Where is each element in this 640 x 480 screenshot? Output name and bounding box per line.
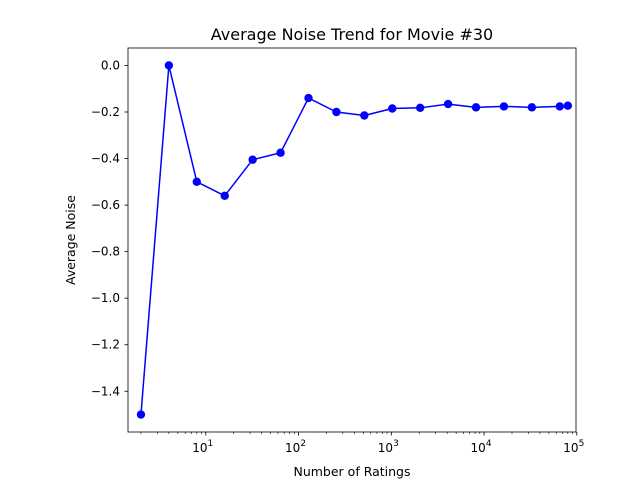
data-point xyxy=(443,99,453,109)
data-point xyxy=(332,107,341,117)
y-tick-label: −1.0 xyxy=(91,291,120,305)
data-point xyxy=(192,177,201,187)
y-tick-label: −1.4 xyxy=(91,384,120,398)
chart-title: Average Noise Trend for Movie #30 xyxy=(211,25,493,44)
data-point xyxy=(563,101,573,110)
y-tick-label: −0.4 xyxy=(91,152,120,166)
y-axis-label: Average Noise xyxy=(63,195,78,285)
data-point xyxy=(471,103,481,112)
y-tick-label: 0.0 xyxy=(101,58,120,72)
data-point xyxy=(248,155,257,164)
data-point xyxy=(304,93,313,103)
y-tick-label: −0.2 xyxy=(91,105,120,119)
data-point xyxy=(136,410,146,419)
x-axis-label: Number of Ratings xyxy=(293,464,410,479)
data-point xyxy=(388,104,397,113)
data-point xyxy=(527,103,537,112)
y-tick-label: −0.8 xyxy=(91,245,120,259)
y-tick-label: −1.2 xyxy=(91,338,120,352)
data-point xyxy=(555,102,564,111)
y-tick-label: −0.6 xyxy=(91,198,120,212)
data-point xyxy=(360,111,369,120)
plot-frame xyxy=(127,47,577,433)
data-point xyxy=(220,191,229,200)
data-point xyxy=(164,61,174,70)
data-point xyxy=(415,103,425,113)
series-average-noise xyxy=(136,61,573,419)
data-point xyxy=(499,102,509,111)
data-point xyxy=(276,148,285,157)
